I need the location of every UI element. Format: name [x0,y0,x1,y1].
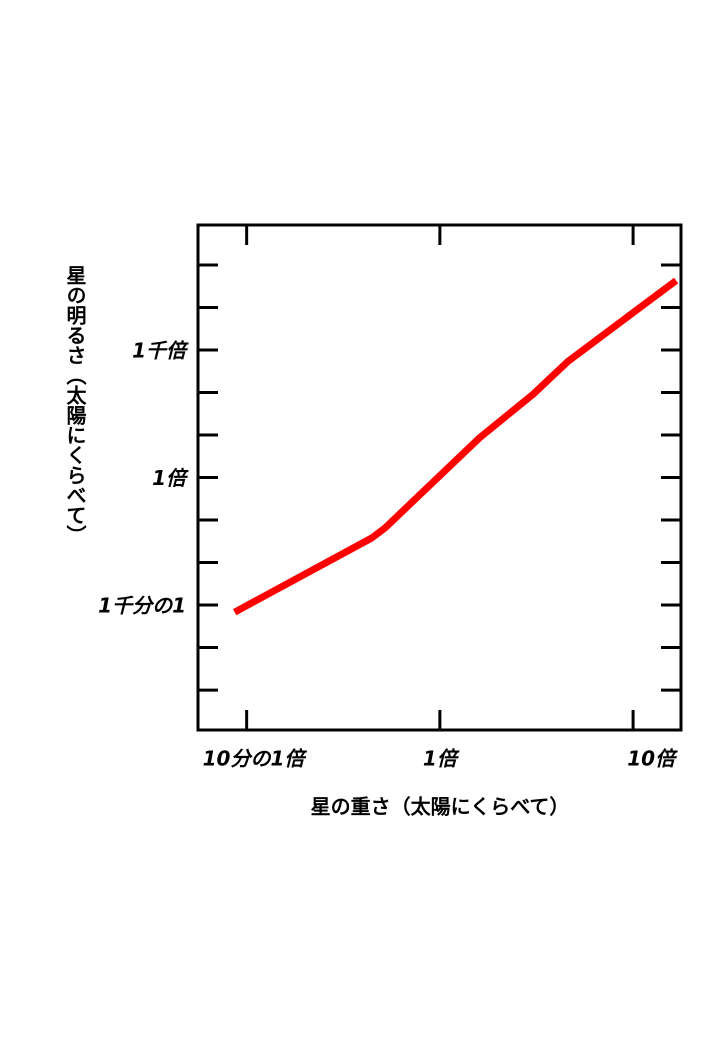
x-tick-label: 10分の1倍 [203,747,308,771]
x-axis-label: 星の重さ（太陽にくらべて） [311,795,570,819]
x-tick-label: 10倍 [627,747,678,771]
y-tick-label: 1倍 [152,466,189,490]
y-tick-label: 1千倍 [132,338,189,362]
y-axis-label: 星の明るさ（太陽にくらべて） [63,265,87,545]
y-tick-label: 1千分の1 [98,594,186,618]
data-line [233,277,679,616]
x-tick-label: 1倍 [423,747,460,771]
